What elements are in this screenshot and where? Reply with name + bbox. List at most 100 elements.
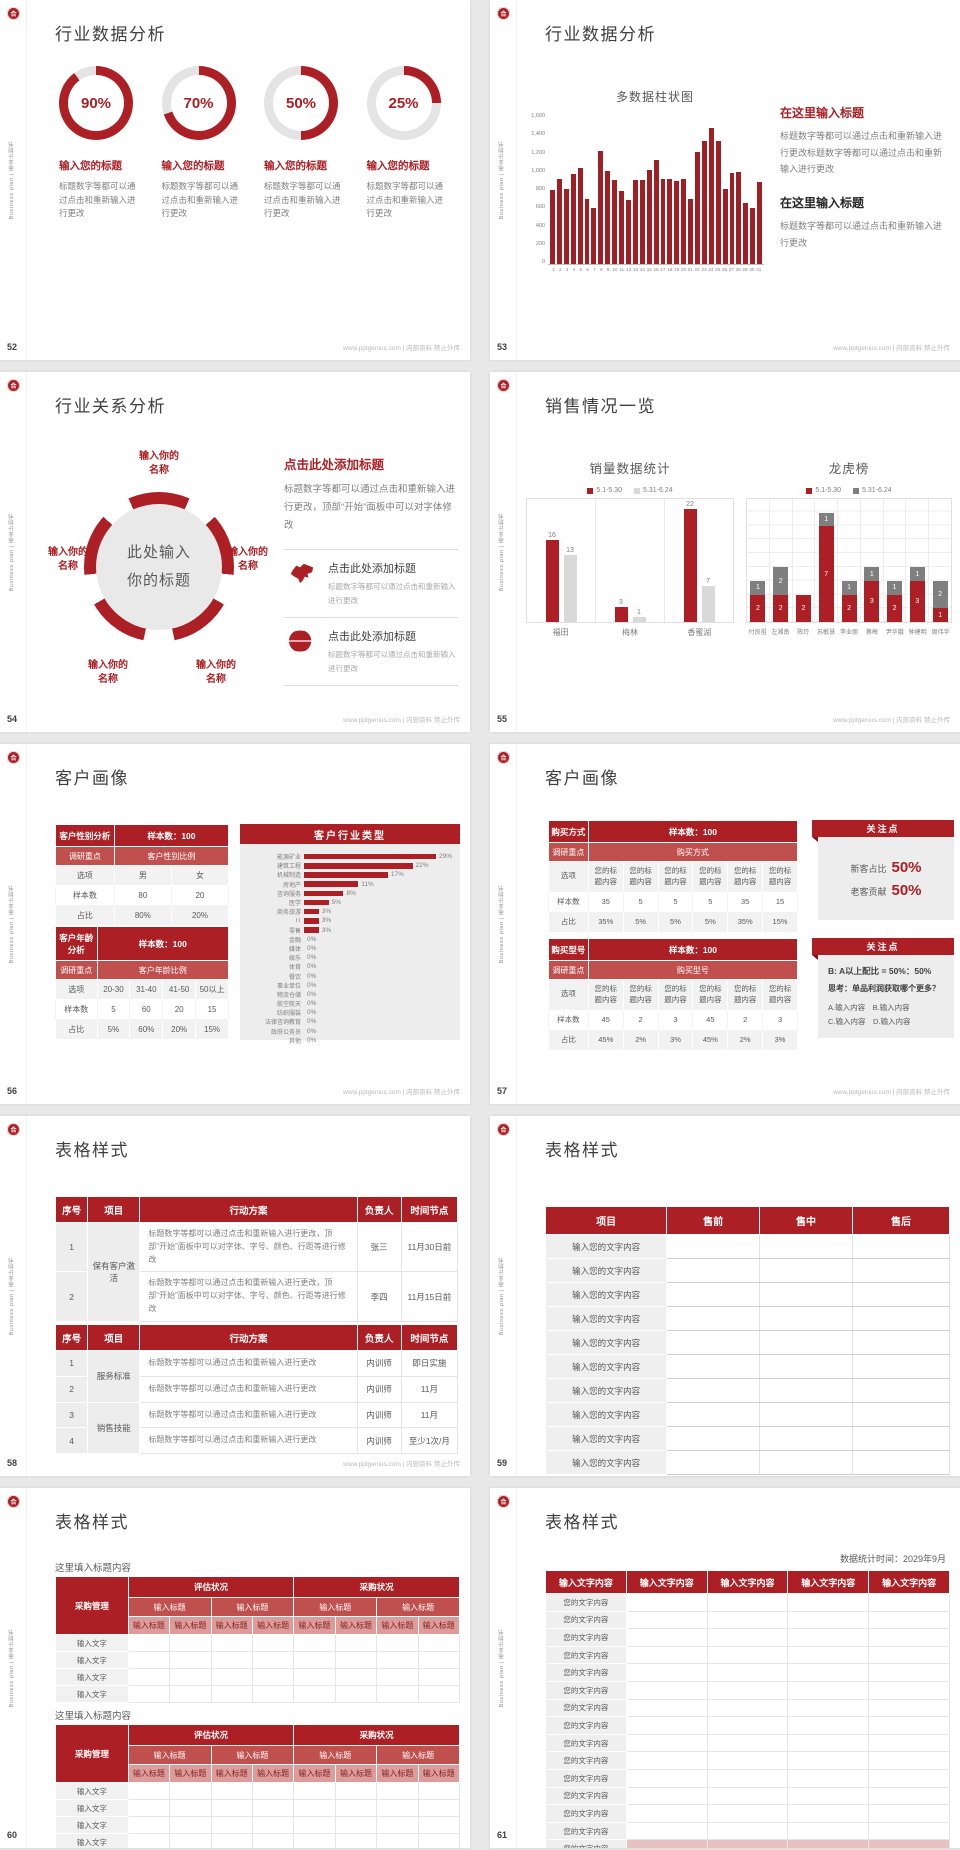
table-cell: 35 (587, 891, 624, 913)
table-cell (417, 1799, 461, 1817)
footer-site-text: www.pptgenius.com | 内部资料 禁止外传 (833, 1089, 950, 1096)
donut-percent: 90% (80, 94, 112, 112)
tick-label: 30 (749, 267, 755, 272)
bar-segment: 2 (795, 594, 811, 622)
brand-logo-icon: 合 (497, 751, 510, 764)
table-cell: 50以上 (195, 979, 229, 1000)
table-cell: 5% (622, 911, 659, 933)
table-cell: 项目 (544, 1206, 668, 1235)
table-cell: 15% (195, 1019, 229, 1040)
table-cell (759, 1258, 853, 1283)
table-cell: 调研重点 (548, 960, 589, 980)
table-cell: 2 (622, 1009, 659, 1031)
tick-label: 李业丽 (840, 630, 859, 636)
chart-title: 销量数据统计 (589, 462, 671, 476)
donut-stats-row: 90% 输入您的标题 标题数字等都可以通过点击和重新输入进行更改 70% 输入您… (50, 66, 460, 221)
table-cell (417, 1833, 461, 1848)
tick-label: 9 (606, 267, 610, 272)
table-cell: 李四 (356, 1271, 402, 1322)
table-cell: 1 (54, 1221, 89, 1273)
action-plan-table-1: 序号 项目 行动方案 负责人 时间节点 1 保有客户激活 标题数字等都可以通过点击和重新输入进… (54, 1196, 459, 1322)
table-cell: 输入标题 (293, 1764, 336, 1783)
table-cell (868, 1610, 950, 1630)
table-cell (706, 1821, 789, 1841)
tick-label: 13 (633, 267, 639, 272)
table-cell: 1 (54, 1350, 89, 1377)
table-cell (293, 1833, 336, 1848)
bar (695, 151, 700, 264)
table-cell: 您的文字内容 (545, 1716, 627, 1735)
data-table: 采购管理 评估状况 采购状况 输入标题 输入标题 输入标题 输入标题 输入标题 输入标题 输入标题… (55, 1576, 461, 1703)
slide-content: 客户性别分析 样本数：100 调研重点 客户性别比例 选项男女样本数 80 20 占比 80% 2… (28, 744, 470, 1084)
bar (598, 150, 604, 264)
table-cell: 输入标题 (376, 1745, 460, 1765)
table-cell (625, 1680, 708, 1700)
table-cell: 80 (113, 885, 172, 906)
bar (545, 540, 559, 622)
tick-label: 23 (701, 267, 707, 272)
table-cell: 45% (692, 1029, 729, 1051)
table-cell (210, 1685, 253, 1703)
table-cell: 内训师 (356, 1401, 402, 1429)
bar (646, 169, 652, 264)
table-cell: 输入您的文字内容 (544, 1426, 668, 1451)
table-cell: 标题数字等都可以通过点击和重新输入进行更改 (139, 1401, 358, 1429)
table-cell (868, 1821, 950, 1841)
table-cell: 序号 (54, 1196, 89, 1223)
category-label: 航空航天 (276, 1002, 301, 1009)
bar (563, 555, 577, 622)
table-cell: 标题数字等都可以通过点击和重新输入进行更改，顶部“开始”面板中可以对字体、字号、… (139, 1221, 358, 1273)
bar (304, 872, 388, 878)
action-plan-table-2: 序号 项目 行动方案 负责人 时间节点 1 服务标准 标题数字等都可以通过点击和重新输入进行更… (54, 1324, 459, 1455)
table-cell (334, 1833, 378, 1848)
tick-label: 600 (535, 204, 545, 211)
table-cell (787, 1645, 870, 1665)
slide-title: 行业数据分析 (55, 25, 166, 44)
table-cell (852, 1354, 950, 1379)
table-cell: 样本数 (55, 885, 115, 906)
table-cell (787, 1804, 870, 1823)
vertical-brand-text: Business plan | 商业计划书 (9, 140, 15, 220)
table-cell (334, 1782, 378, 1800)
table-cell: 3 (54, 1401, 89, 1429)
table-cell (625, 1839, 708, 1848)
table-cell (169, 1634, 212, 1652)
table-cell: 41-50 (162, 979, 197, 1000)
bar (729, 173, 735, 264)
table-cell: 售后 (852, 1206, 950, 1235)
data-table: 序号 项目 行动方案 负责人 时间节点 1 保有客户激活 标题数字等都可以通过点击和重新输入进… (54, 1196, 459, 1322)
table-cell: 2 (727, 1009, 764, 1031)
page-number: 53 (497, 342, 508, 352)
table-cell (706, 1628, 789, 1647)
category-label: 咨询服务 (276, 891, 301, 898)
table-cell (787, 1768, 870, 1788)
table-cell: 输入标题 (293, 1745, 378, 1765)
table-cell (868, 1786, 950, 1806)
hbar-row: 房地产 11% (242, 880, 452, 889)
category-label: 商务旅游 (276, 910, 301, 917)
table-cell: 您的标题内容 (622, 979, 659, 1011)
hbar-row: 政府公务员 0% (242, 1027, 452, 1036)
table-cell (251, 1651, 295, 1669)
chart-title: 龙虎榜 (828, 462, 870, 476)
table-cell: 样本数：100 (587, 820, 799, 843)
x-axis-labels: 福田 梅林 香蜜湖 (526, 627, 734, 638)
bar-value: 8% (346, 889, 356, 897)
bar-value: 0% (307, 935, 317, 943)
tick-label: 12 (626, 267, 632, 272)
bar-value: 7 (706, 578, 710, 586)
category-label: 建筑工程 (276, 864, 301, 871)
table-cell: 评估状况 (127, 1724, 295, 1746)
table-cell (787, 1593, 870, 1612)
page-number: 61 (497, 1830, 508, 1840)
bar (757, 181, 763, 264)
table-cell: 采购状况 (293, 1576, 460, 1598)
vertical-brand-text: Business plan | 商业计划书 (9, 512, 15, 592)
table-cell: 您的标题内容 (762, 861, 798, 893)
hbar-row: 体育 0% (242, 962, 452, 971)
table-cell (169, 1668, 212, 1686)
bar-value: 0% (307, 1027, 317, 1035)
panel-heading: 点击此处添加标题 (284, 458, 385, 472)
table-cell: 输入您的文字内容 (544, 1306, 668, 1331)
